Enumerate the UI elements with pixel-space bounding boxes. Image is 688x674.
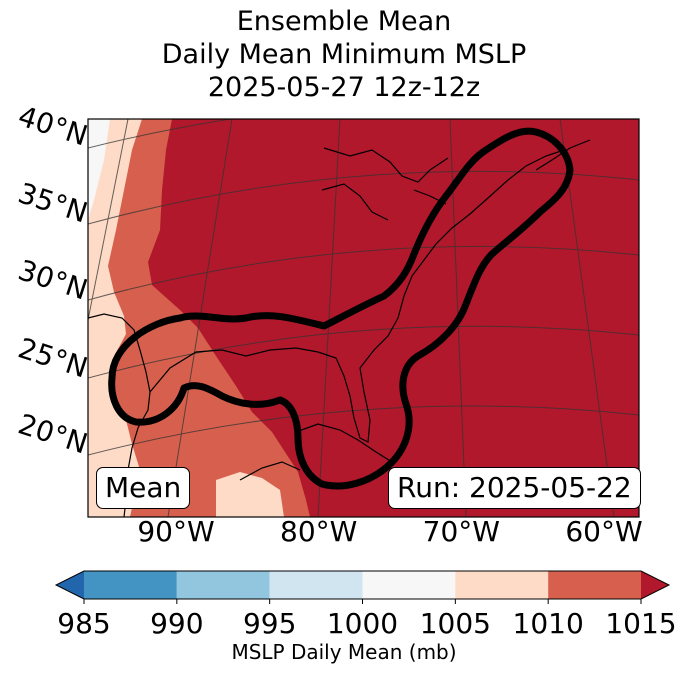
field-1005-1010 [88, 119, 142, 517]
colorbar-segment [362, 571, 456, 599]
lon-tick-labels: 90°W 80°W 70°W 60°W [137, 515, 642, 548]
colorbar-segment [176, 571, 270, 599]
contour-outline [108, 127, 574, 490]
title-line-2: Daily Mean Minimum MSLP [161, 39, 527, 70]
lon-tick-label: 70°W [423, 515, 500, 548]
field-1005-1010-south [216, 472, 284, 517]
colorbar-under-arrow [56, 571, 84, 599]
colorbar-tick-label: 1000 [327, 607, 398, 640]
colorbar-over-arrow [641, 571, 669, 599]
colorbar-tick-label: 1015 [605, 607, 676, 640]
colorbar-tick-label: 1005 [420, 607, 491, 640]
colorbar-segments [54, 570, 671, 600]
title-line-1: Ensemble Mean [236, 6, 452, 37]
colorbar-tick-labels: 985 990 995 1000 1005 1010 1015 [57, 599, 677, 640]
colorbar-segment [548, 571, 641, 599]
colorbar-tick-label: 995 [243, 607, 296, 640]
lon-tick-label: 80°W [280, 515, 357, 548]
run-date-label: Run: 2025-05-22 [388, 467, 641, 509]
lon-tick-label: 60°W [565, 515, 642, 548]
colorbar-tick-label: 990 [150, 607, 203, 640]
colorbar-segment [84, 571, 177, 599]
colorbar-segment [269, 571, 363, 599]
lon-tick-label: 90°W [137, 515, 214, 548]
colorbar-tick-label: 1010 [513, 607, 584, 640]
title-line-3: 2025-05-27 12z-12z [207, 72, 481, 103]
map-frame [87, 118, 640, 518]
colorbar-tick-label: 985 [57, 607, 110, 640]
colorbar-segment [455, 571, 549, 599]
colorbar-label: MSLP Daily Mean (mb) [231, 640, 457, 664]
mean-label: Mean [96, 467, 191, 509]
